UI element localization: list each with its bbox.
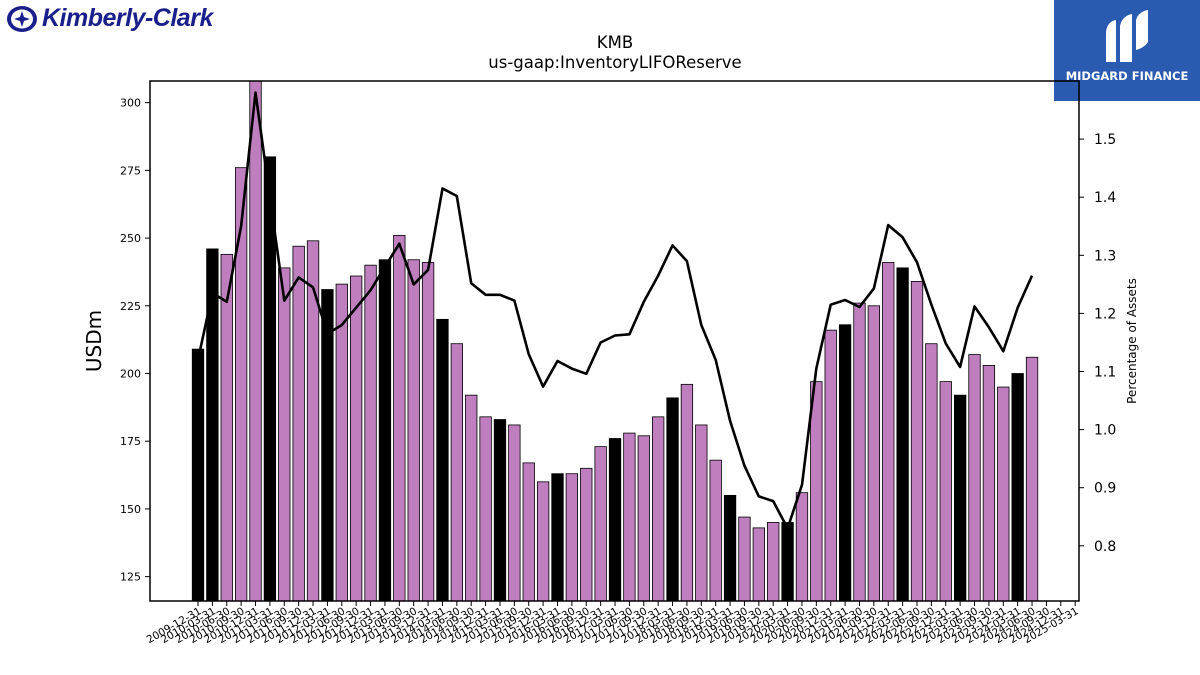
bar — [493, 419, 507, 601]
bar — [896, 267, 909, 601]
y-left-tick-label: 200 — [120, 368, 141, 381]
y-left-tick-label: 225 — [120, 300, 141, 313]
bar — [565, 473, 579, 601]
y-right-tick-label: 0.8 — [1094, 539, 1116, 555]
bar — [594, 446, 607, 601]
bar — [738, 516, 751, 601]
bar — [853, 302, 866, 601]
bar — [335, 283, 348, 601]
y-left-tick-label: 275 — [120, 164, 141, 177]
y-axis-left: 125 150 175 200 225 250 275 300 — [120, 97, 150, 584]
chart-subtitle: us-gaap:InventoryLIFOReserve — [488, 53, 741, 72]
kimberly-clark-emblem-icon — [7, 5, 37, 32]
line-series-percentage — [196, 91, 1034, 530]
bar — [953, 394, 967, 601]
bar — [522, 462, 535, 601]
y-left-tick-label: 300 — [120, 97, 141, 110]
bar — [450, 343, 463, 601]
bar — [479, 416, 492, 601]
y-right-tick-label: 1.3 — [1094, 248, 1116, 264]
bar — [580, 467, 593, 601]
y-left-tick-label: 175 — [120, 435, 141, 448]
y-right-tick-label: 1.2 — [1094, 306, 1116, 322]
bar — [321, 289, 334, 601]
bar — [680, 383, 694, 601]
bar — [838, 324, 852, 601]
bar — [465, 394, 478, 601]
bar — [939, 381, 952, 601]
bar — [795, 492, 809, 601]
bar — [910, 281, 924, 601]
y-right-tick-label: 0.9 — [1094, 481, 1116, 497]
midgard-finance-badge: MIDGARD FINANCE — [1054, 0, 1200, 101]
y-axis-left-label: USDm — [82, 310, 106, 372]
bar — [278, 267, 291, 601]
bar — [191, 348, 205, 601]
bar — [982, 364, 996, 601]
bar — [393, 234, 406, 601]
y-right-tick-label: 1.5 — [1094, 132, 1116, 148]
midgard-emblem-icon — [1106, 10, 1148, 62]
bar — [882, 262, 895, 601]
bar — [695, 424, 708, 601]
bar — [1025, 356, 1039, 601]
bar — [623, 432, 636, 601]
y-right-tick-label: 1.0 — [1094, 423, 1116, 439]
bar — [666, 397, 679, 601]
y-right-tick-label: 1.1 — [1094, 365, 1116, 381]
bar — [378, 259, 392, 601]
y-left-tick-label: 250 — [120, 232, 141, 245]
bar — [436, 318, 449, 601]
bar — [752, 527, 765, 601]
plot-frame — [149, 80, 1080, 602]
bar — [867, 305, 881, 601]
midgard-finance-text: MIDGARD FINANCE — [1065, 69, 1189, 83]
bar — [421, 262, 435, 601]
bar — [306, 240, 320, 601]
bar — [551, 473, 564, 601]
bar — [407, 259, 420, 601]
y-axis-right-label: Percentage of Assets — [1125, 278, 1139, 404]
chart-title: KMB — [597, 33, 633, 52]
bar — [968, 354, 981, 601]
y-axis-right: 0.8 0.9 1.0 1.1 1.2 1.3 1.4 1.5 — [1079, 132, 1116, 555]
bar — [810, 381, 823, 601]
bar — [350, 275, 363, 601]
bar-series — [191, 81, 1039, 601]
bar — [767, 522, 780, 601]
bar — [652, 416, 665, 601]
bar — [824, 329, 837, 601]
bar — [723, 494, 737, 601]
bar — [220, 253, 233, 601]
y-left-tick-label: 150 — [120, 503, 141, 516]
bar — [997, 386, 1010, 601]
bar — [508, 424, 521, 601]
company-logo-text: Kimberly-Clark — [42, 4, 213, 32]
bar — [1011, 373, 1024, 601]
bar — [249, 81, 262, 601]
bar — [925, 343, 938, 601]
x-axis: 2009-12-312010-03-312010-06-302010-09-30… — [145, 601, 1081, 646]
y-right-tick-label: 1.4 — [1094, 190, 1116, 206]
bar — [637, 435, 650, 601]
bar — [709, 459, 722, 601]
bar — [364, 264, 377, 601]
company-logo: Kimberly-Clark — [6, 4, 213, 33]
y-left-tick-label: 125 — [120, 571, 141, 584]
bar — [234, 167, 248, 601]
bar — [781, 522, 794, 601]
bar — [608, 438, 622, 601]
bar — [536, 481, 550, 601]
bar — [206, 248, 219, 601]
bar — [292, 245, 305, 601]
